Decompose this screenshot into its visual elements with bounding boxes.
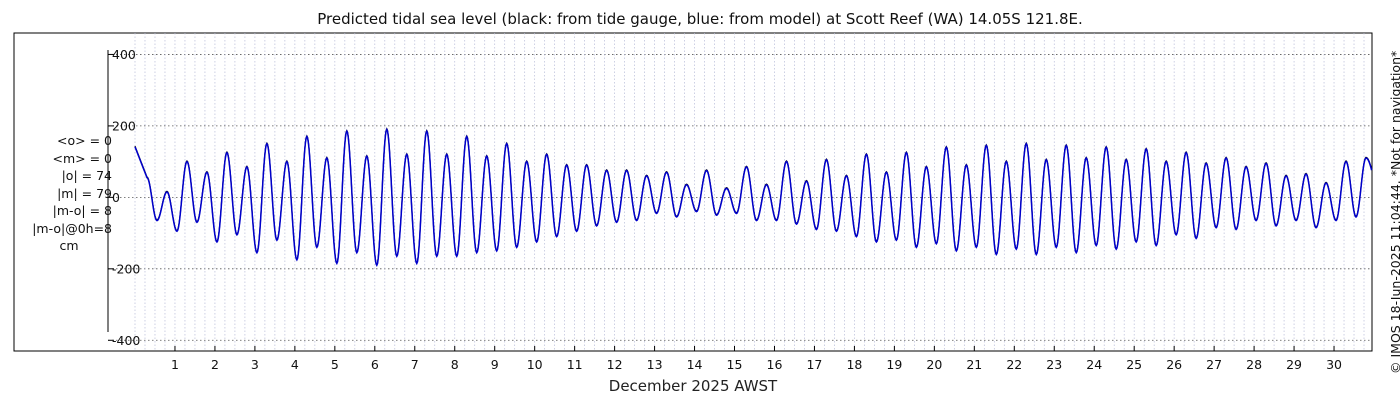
y-tick-label: -200 — [112, 261, 140, 276]
x-tick-label: 9 — [491, 357, 499, 372]
x-tick-label: 26 — [1166, 357, 1182, 372]
chart-title: Predicted tidal sea level (black: from t… — [317, 10, 1083, 28]
stat-observed-abs: |o| = 74 — [61, 168, 112, 183]
x-tick-label: 17 — [806, 357, 822, 372]
stat-difference-0h: |m-o|@0h=8 — [32, 220, 112, 236]
x-tick-label: 27 — [1206, 357, 1222, 372]
x-tick-label: 10 — [527, 357, 543, 372]
stat-difference: |m-o| = 8 — [52, 203, 112, 218]
y-tick-label: 200 — [112, 118, 136, 133]
stat-model-mean: <m> = 0 — [52, 150, 113, 166]
x-tick-label: 5 — [331, 357, 339, 372]
x-tick-label: 2 — [211, 357, 219, 372]
x-axis-label: December 2025 AWST — [609, 377, 778, 395]
x-tick-label: 30 — [1326, 357, 1342, 372]
stat-observed-mean: <o> = 0 — [57, 133, 112, 148]
y-tick-label: -400 — [112, 333, 140, 348]
axes-frame — [13, 32, 1373, 352]
x-tick-label: 28 — [1246, 357, 1262, 372]
grid-lines — [108, 33, 1372, 351]
x-tick-label: 4 — [291, 357, 299, 372]
y-tick-label: 400 — [112, 47, 136, 62]
x-tick-label: 29 — [1286, 357, 1302, 372]
x-tick-label: 12 — [607, 357, 623, 372]
x-tick-label: 1 — [171, 357, 179, 372]
stat-unit: cm — [59, 238, 79, 253]
x-tick-label: 6 — [371, 357, 379, 372]
x-tick-label: 11 — [567, 357, 583, 372]
x-axis: 1 2 3 4 5 6 7 8 9 10 11 12 13 14 15 16 17 18 19 20 21 22 23 24 2… — [135, 346, 1372, 372]
x-tick-label: 14 — [687, 357, 703, 372]
x-tick-label: 13 — [647, 357, 663, 372]
x-tick-label: 8 — [451, 357, 459, 372]
stat-model-abs: |m| = 79 — [57, 185, 112, 201]
x-tick-label: 19 — [886, 357, 902, 372]
x-tick-label: 23 — [1046, 357, 1062, 372]
stats-block: <o> = 0 <m> = 0 |o| = 74 |m| = 79 |m-o| … — [14, 132, 112, 255]
x-tick-label: 22 — [1006, 357, 1022, 372]
series-group — [134, 127, 1373, 268]
x-tick-label: 3 — [251, 357, 259, 372]
x-tick-label: 16 — [767, 357, 783, 372]
x-tick-label: 18 — [846, 357, 862, 372]
x-tick-label: 24 — [1086, 357, 1102, 372]
y-axis: -400 -200 0 200 400 — [108, 47, 140, 348]
x-tick-label: 15 — [727, 357, 743, 372]
x-tick-label: 7 — [411, 357, 419, 372]
series-model-line — [134, 127, 1373, 268]
x-tick-label: 25 — [1126, 357, 1142, 372]
x-tick-label: 21 — [966, 357, 982, 372]
credit-text: © IMOS 18-Jun-2025 11:04:44. *Not for na… — [1388, 50, 1400, 374]
x-tick-label: 20 — [926, 357, 942, 372]
y-tick-label: 0 — [112, 190, 120, 205]
